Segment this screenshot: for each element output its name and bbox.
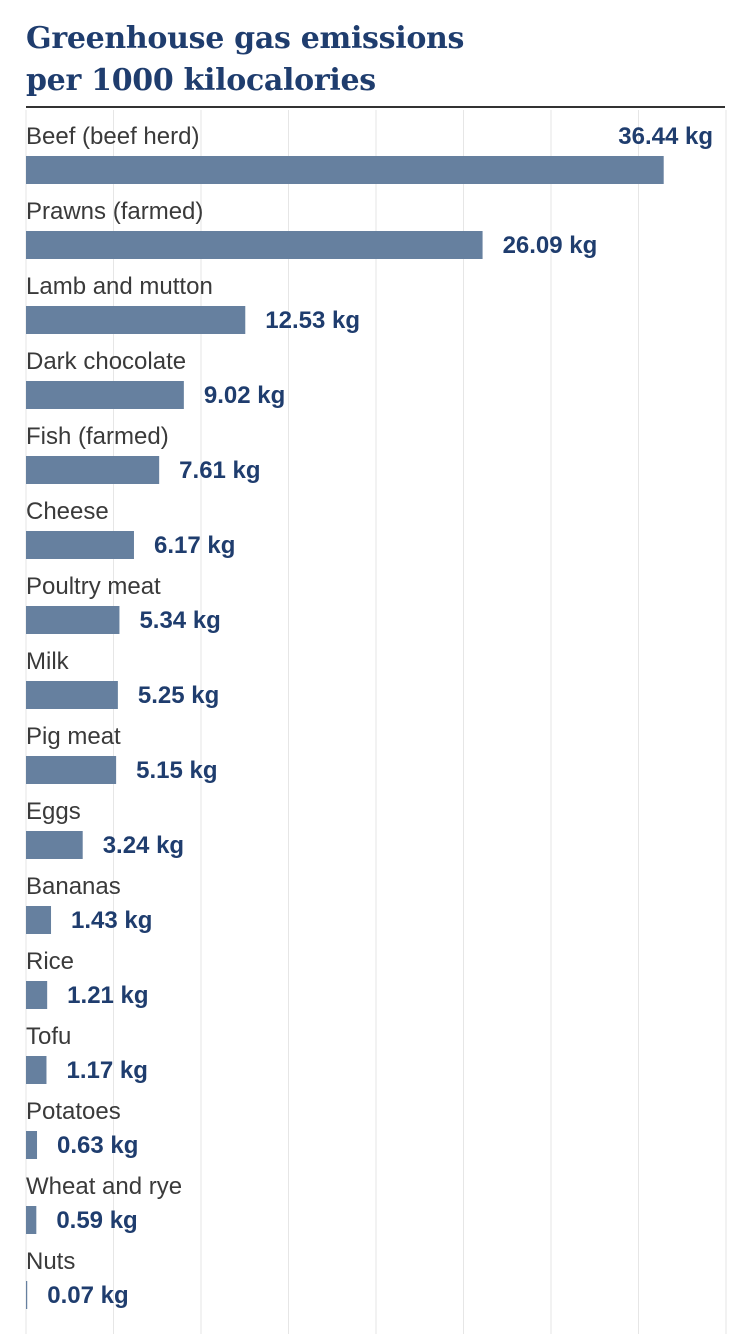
bar [26,1131,38,1159]
category-label: Fish (farmed) [26,423,169,450]
value-label: 0.59 kg [56,1207,137,1234]
category-label: Nuts [26,1248,75,1275]
value-label: 1.17 kg [66,1057,147,1084]
value-label: 5.34 kg [139,607,220,634]
category-label: Beef (beef herd) [26,123,199,150]
value-label: 5.15 kg [136,757,217,784]
value-label: 1.21 kg [67,982,148,1009]
bar [26,756,117,784]
title-rule [26,106,725,108]
category-label: Prawns (farmed) [26,198,203,225]
bar [26,306,246,334]
value-label: 0.07 kg [47,1282,128,1309]
bar [26,156,664,184]
bar [26,456,160,484]
value-label: 5.25 kg [138,682,219,709]
value-label: 1.43 kg [71,907,152,934]
bar [26,681,118,709]
category-label: Wheat and rye [26,1173,182,1200]
category-label: Bananas [26,873,121,900]
category-label: Cheese [26,498,109,525]
bar [26,381,184,409]
bar [26,906,52,934]
bar [26,531,134,559]
category-label: Tofu [26,1023,71,1050]
bar [26,231,483,259]
bar [26,981,48,1009]
category-label: Lamb and mutton [26,273,213,300]
value-label: 9.02 kg [204,382,285,409]
category-label: Poultry meat [26,573,161,600]
chart-title: Greenhouse gas emissions per 1000 kiloca… [26,18,726,102]
bar [26,831,83,859]
category-label: Rice [26,948,74,975]
value-label: 12.53 kg [265,307,360,334]
value-label: 6.17 kg [154,532,235,559]
category-label: Dark chocolate [26,348,186,375]
bar [26,1206,37,1234]
category-label: Eggs [26,798,81,825]
chart-title-line-2: per 1000 kilocalories [26,63,376,98]
value-label: 26.09 kg [503,232,598,259]
bar [26,606,120,634]
category-label: Milk [26,648,70,675]
value-label: 7.61 kg [179,457,260,484]
category-label: Potatoes [26,1098,121,1125]
bar [26,1281,28,1309]
category-label: Pig meat [26,723,121,750]
bar [26,1056,47,1084]
value-label: 0.63 kg [57,1132,138,1159]
value-label: 36.44 kg [618,123,713,150]
value-label: 3.24 kg [103,832,184,859]
chart-title-line-1: Greenhouse gas emissions [26,21,465,56]
